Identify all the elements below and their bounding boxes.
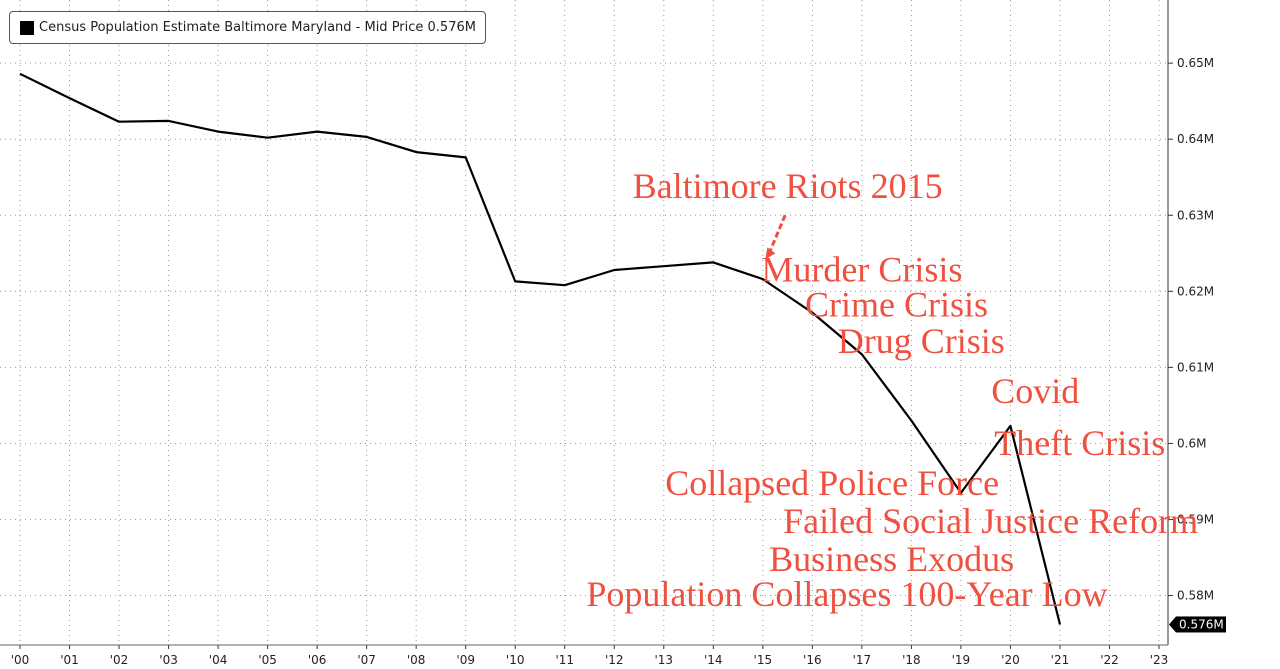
x-tick-label: '01 <box>60 653 79 667</box>
annotation-label: Business Exodus <box>769 539 1014 579</box>
annotation-label: Failed Social Justice Reform <box>783 501 1198 541</box>
x-tick-label: '08 <box>407 653 426 667</box>
x-tick-label: '17 <box>853 653 872 667</box>
annotation-label: Population Collapses 100-Year Low <box>586 574 1107 614</box>
last-value-label: 0.576M <box>1179 617 1224 631</box>
y-tick-label: 0.61M <box>1177 360 1214 374</box>
x-tick-label: '04 <box>209 653 228 667</box>
x-tick-label: '09 <box>456 653 475 667</box>
y-tick-label: 0.59M <box>1177 512 1214 526</box>
y-tick-label: 0.65M <box>1177 56 1214 70</box>
x-tick-label: '10 <box>506 653 525 667</box>
y-tick-label: 0.6M <box>1177 436 1206 450</box>
legend-label: Census Population Estimate Baltimore Mar… <box>39 20 476 35</box>
annotation-label: Collapsed Police Force <box>665 463 999 503</box>
y-tick-label: 0.64M <box>1177 132 1214 146</box>
annotation-label: Crime Crisis <box>805 284 988 324</box>
last-value-tag: 0.576M <box>1169 616 1226 633</box>
series-layer <box>19 72 1062 625</box>
x-tick-label: '23 <box>1150 653 1169 667</box>
x-tick-label: '18 <box>902 653 921 667</box>
x-tick-label: '21 <box>1051 653 1070 667</box>
x-tick-label: '13 <box>654 653 673 667</box>
annotation-label: Baltimore Riots 2015 <box>633 166 943 206</box>
x-tick-label: '12 <box>605 653 624 667</box>
x-tick-label: '07 <box>357 653 376 667</box>
x-axis: '00 '01 '02 '03 '04 '05 '06 '07 '08 '09 '10 '11 '12 '… <box>0 644 1169 667</box>
series-line <box>19 72 1062 625</box>
x-tick-label: '03 <box>159 653 178 667</box>
legend-swatch <box>20 20 34 35</box>
right-axis: 0.65M 0.64M 0.63M 0.62M 0.61M 0.6M 0.59M 0.58M <box>1167 0 1214 645</box>
annotation-label: Covid <box>991 371 1079 411</box>
last-value-box <box>1176 616 1226 633</box>
riots-arrow-head <box>765 247 776 260</box>
chart-legend: Census Population Estimate Baltimore Mar… <box>9 11 486 44</box>
x-tick-label: '15 <box>754 653 773 667</box>
y-tick-label: 0.63M <box>1177 208 1214 222</box>
annotation-label: Theft Crisis <box>994 423 1165 463</box>
x-tick-label: '05 <box>258 653 277 667</box>
x-tick-label: '14 <box>704 653 723 667</box>
last-value-pointer <box>1169 616 1176 633</box>
annotation-label: Drug Crisis <box>838 321 1005 361</box>
x-tick-label: '20 <box>1001 653 1020 667</box>
x-tick-label: '22 <box>1100 653 1119 667</box>
y-tick-label: 0.62M <box>1177 284 1214 298</box>
y-tick-label: 0.58M <box>1177 589 1214 603</box>
x-tick-label: '16 <box>803 653 822 667</box>
x-tick-label: '19 <box>952 653 971 667</box>
x-tick-label: '00 <box>11 653 30 667</box>
riots-arrow-shaft <box>766 214 787 256</box>
x-tick-label: '11 <box>555 653 574 667</box>
annotation-label: Murder Crisis <box>761 249 962 289</box>
x-tick-label: '02 <box>110 653 129 667</box>
x-tick-label: '06 <box>308 653 327 667</box>
